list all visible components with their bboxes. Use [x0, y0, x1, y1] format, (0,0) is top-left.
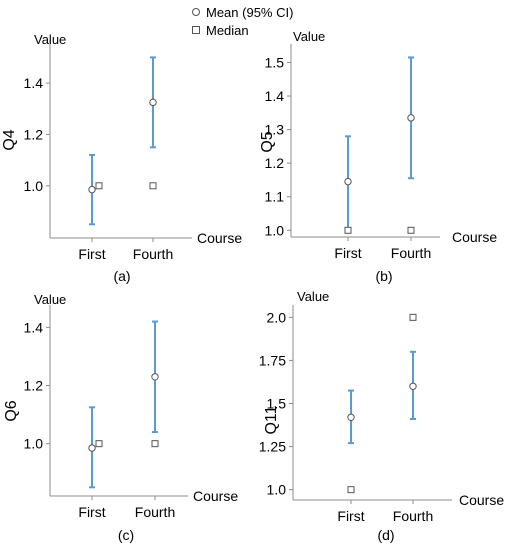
y-tick-label: 1.25	[259, 439, 286, 455]
median-point	[149, 182, 157, 190]
y-tick-label: 1.0	[265, 222, 285, 238]
mean-point	[88, 444, 96, 452]
y-tick-label: 1.4	[265, 88, 285, 104]
x-tick-label: Fourth	[391, 245, 431, 261]
panel-d: 1.0 1.25 1.5 1.75 2.0 First Fourth Value Q11 Cour…	[259, 289, 505, 543]
x-tick-label: First	[334, 245, 361, 261]
panel-label: (b)	[375, 268, 392, 284]
y-tick-label: 2.0	[267, 309, 287, 325]
median-point	[151, 440, 159, 448]
panel-label: (a)	[113, 268, 130, 284]
mean-point	[347, 413, 355, 421]
y-tick-label: 1.4	[24, 75, 44, 91]
x-tick-label: Fourth	[133, 246, 173, 262]
mean-point	[149, 98, 157, 107]
y-axis-title: Value	[293, 29, 325, 44]
mean-point	[409, 382, 417, 390]
x-axis-label: Course	[197, 230, 242, 246]
y-tick-label: 1.0	[267, 482, 287, 498]
mean-point	[407, 114, 415, 122]
y-axis-label: Q11	[263, 405, 280, 434]
panel-label: (c)	[118, 527, 134, 543]
y-tick-label: 1.5	[265, 54, 285, 70]
y-tick-label: 1.2	[24, 378, 44, 394]
y-tick-label: 1.4	[24, 319, 44, 335]
y-axis-title: Value	[297, 289, 329, 304]
y-tick-label: 1.2	[265, 155, 285, 171]
median-point	[344, 226, 352, 234]
median-point	[95, 440, 103, 448]
legend-label: Mean (95% CI)	[206, 5, 293, 20]
panel-b: 1.0 1.1 1.2 1.3 1.4 1.5 First Fourth Value Q5 Cour…	[259, 29, 497, 284]
median-point	[409, 313, 417, 321]
panel-label: (d)	[377, 527, 394, 543]
x-axis-label: Course	[193, 488, 238, 504]
x-tick-label: First	[337, 508, 364, 524]
legend-label: Median	[206, 23, 249, 38]
x-tick-label: Fourth	[393, 508, 433, 524]
y-tick-label: 1.3	[265, 122, 285, 138]
x-tick-label: First	[78, 504, 105, 520]
y-axis-label: Q6	[3, 400, 20, 421]
legend-mean-marker	[192, 8, 200, 16]
x-axis-label: Course	[452, 229, 497, 245]
y-tick-label: 1.75	[259, 352, 286, 368]
median-point	[347, 486, 355, 494]
x-tick-label: Fourth	[135, 504, 175, 520]
median-point	[95, 182, 103, 190]
y-tick-label: 1.0	[24, 178, 44, 194]
y-axis-title: Value	[34, 32, 66, 47]
y-axis-label: Q4	[1, 129, 18, 150]
y-tick-label: 1.5	[267, 396, 287, 412]
y-tick-label: 1.1	[265, 189, 285, 205]
panel-c: 1.0 1.2 1.4 First Fourth Value Q6 Course (c)	[3, 292, 238, 543]
legend: Mean (95% CI) Median	[192, 5, 293, 38]
y-tick-label: 1.0	[24, 436, 44, 452]
median-point	[407, 226, 415, 234]
mean-point	[88, 185, 96, 194]
x-axis-label: Course	[459, 492, 504, 508]
mean-point	[344, 177, 352, 186]
legend-median-marker	[192, 26, 200, 34]
mean-point	[151, 373, 159, 381]
panel-a: 1.0 1.2 1.4 First Fourth Value Q4 Course (a)	[1, 32, 242, 284]
y-tick-label: 1.2	[24, 126, 44, 142]
y-axis-title: Value	[34, 292, 66, 307]
x-tick-label: First	[78, 246, 105, 262]
y-axis-label: Q5	[259, 131, 276, 152]
